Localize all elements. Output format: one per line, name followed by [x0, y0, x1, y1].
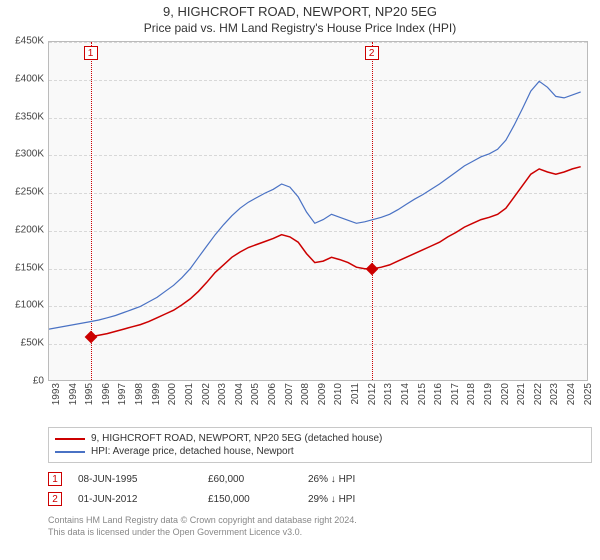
x-tick-label: 1995 [84, 383, 95, 405]
x-tick-label: 2000 [167, 383, 178, 405]
x-tick-label: 2022 [533, 383, 544, 405]
sale-price: £150,000 [208, 494, 308, 505]
x-tick-label: 2017 [450, 383, 461, 405]
x-tick-label: 1998 [134, 383, 145, 405]
x-tick-label: 2018 [466, 383, 477, 405]
x-tick-label: 1994 [68, 383, 79, 405]
x-tick-label: 2008 [300, 383, 311, 405]
x-tick-label: 2024 [566, 383, 577, 405]
x-tick-label: 1999 [151, 383, 162, 405]
y-tick-label: £300K [15, 149, 44, 160]
y-tick-label: £400K [15, 73, 44, 84]
plot-area: 12 [48, 41, 588, 381]
x-tick-label: 2009 [317, 383, 328, 405]
sale-num-box: 1 [48, 472, 62, 486]
x-tick-label: 2003 [217, 383, 228, 405]
x-tick-label: 2007 [284, 383, 295, 405]
y-tick-label: £250K [15, 187, 44, 198]
y-tick-label: £50K [21, 338, 44, 349]
y-tick-label: £150K [15, 262, 44, 273]
footer-line-2: This data is licensed under the Open Gov… [48, 527, 592, 539]
chart-subtitle: Price paid vs. HM Land Registry's House … [0, 21, 600, 35]
x-tick-label: 2019 [483, 383, 494, 405]
sale-date: 08-JUN-1995 [78, 474, 208, 485]
y-axis: £0£50K£100K£150K£200K£250K£300K£350K£400… [0, 41, 48, 381]
series-hpi [49, 81, 581, 329]
sale-num-box: 2 [48, 492, 62, 506]
x-tick-label: 2004 [234, 383, 245, 405]
series-svg [49, 42, 589, 382]
legend-swatch [55, 438, 85, 440]
legend-row: HPI: Average price, detached house, Newp… [55, 445, 585, 458]
sale-delta: 26% ↓ HPI [308, 474, 428, 485]
x-axis: 1993 1994 1995 1996 1997 1998 1999 2000 2001 2002… [48, 381, 588, 421]
x-tick-label: 2013 [383, 383, 394, 405]
x-tick-label: 1993 [51, 383, 62, 405]
x-tick-label: 1996 [101, 383, 112, 405]
chart-title: 9, HIGHCROFT ROAD, NEWPORT, NP20 5EG [0, 4, 600, 19]
x-tick-label: 2025 [583, 383, 594, 405]
x-tick-label: 2006 [267, 383, 278, 405]
x-tick-label: 2023 [549, 383, 560, 405]
y-tick-label: £200K [15, 224, 44, 235]
x-tick-label: 2015 [417, 383, 428, 405]
y-tick-label: £450K [15, 36, 44, 47]
sale-delta: 29% ↓ HPI [308, 494, 428, 505]
legend-label: HPI: Average price, detached house, Newp… [91, 446, 294, 457]
x-tick-label: 2021 [516, 383, 527, 405]
chart-container: 9, HIGHCROFT ROAD, NEWPORT, NP20 5EG Pri… [0, 0, 600, 538]
x-tick-label: 1997 [117, 383, 128, 405]
sale-row: 2 01-JUN-2012£150,00029% ↓ HPI [48, 489, 592, 509]
legend-swatch [55, 451, 85, 453]
sale-date: 01-JUN-2012 [78, 494, 208, 505]
x-tick-label: 2011 [350, 383, 361, 405]
footer-attribution: Contains HM Land Registry data © Crown c… [48, 515, 592, 538]
x-tick-label: 2020 [500, 383, 511, 405]
sale-row: 1 08-JUN-1995£60,00026% ↓ HPI [48, 469, 592, 489]
legend-row: 9, HIGHCROFT ROAD, NEWPORT, NP20 5EG (de… [55, 432, 585, 445]
series-property [91, 167, 581, 337]
x-tick-label: 2014 [400, 383, 411, 405]
x-tick-label: 2012 [367, 383, 378, 405]
legend: 9, HIGHCROFT ROAD, NEWPORT, NP20 5EG (de… [48, 427, 592, 463]
y-tick-label: £0 [33, 376, 44, 387]
sales-table: 1 08-JUN-1995£60,00026% ↓ HPI 2 01-JUN-2012… [48, 469, 592, 509]
chart-titles: 9, HIGHCROFT ROAD, NEWPORT, NP20 5EG Pri… [0, 0, 600, 35]
x-tick-label: 2016 [433, 383, 444, 405]
x-tick-label: 2001 [184, 383, 195, 405]
y-tick-label: £100K [15, 300, 44, 311]
x-tick-label: 2002 [201, 383, 212, 405]
y-tick-label: £350K [15, 111, 44, 122]
plot-row: £0£50K£100K£150K£200K£250K£300K£350K£400… [0, 41, 600, 381]
x-tick-label: 2005 [250, 383, 261, 405]
sale-price: £60,000 [208, 474, 308, 485]
x-tick-label: 2010 [333, 383, 344, 405]
footer-line-1: Contains HM Land Registry data © Crown c… [48, 515, 592, 527]
legend-label: 9, HIGHCROFT ROAD, NEWPORT, NP20 5EG (de… [91, 433, 382, 444]
